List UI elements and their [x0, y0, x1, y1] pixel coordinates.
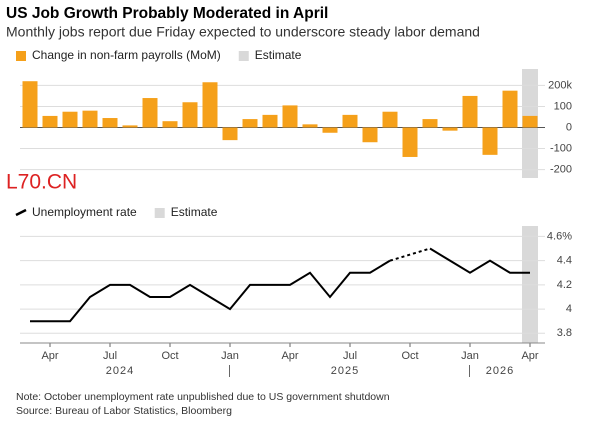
x-tick-label: Jan: [461, 350, 479, 362]
bar: [22, 81, 38, 128]
x-tick-label: Oct: [401, 350, 418, 362]
y-tick-label: -200: [550, 163, 572, 175]
bar: [242, 119, 258, 128]
y-tick-label: 4.4: [557, 255, 572, 267]
bar: [322, 127, 338, 133]
bar: [382, 111, 398, 128]
y-tick-label: 3.8: [557, 327, 572, 339]
line: [429, 247, 530, 274]
bar: [282, 105, 298, 128]
note: Note: October unemployment rate unpublis…: [16, 391, 390, 403]
x-tick-label: Oct: [161, 350, 178, 362]
bar: [162, 121, 178, 128]
bar: [342, 114, 358, 128]
bar: [502, 90, 518, 128]
bar: [182, 102, 198, 128]
bar: [422, 119, 438, 128]
watermark: L70.CN: [6, 171, 77, 194]
legend-swatch: [154, 208, 165, 218]
bar: [262, 114, 278, 128]
legend-swatch: [16, 51, 26, 61]
year-label: 2026: [486, 365, 514, 377]
y-tick-label: 0: [566, 121, 572, 133]
x-tick-label: Jul: [343, 350, 357, 362]
bar: [42, 115, 58, 128]
chart-title: US Job Growth Probably Moderated in Apri…: [6, 5, 328, 22]
bar: [82, 110, 98, 128]
bar: [362, 127, 378, 143]
y-tick-label: 4: [566, 303, 572, 315]
legend-label: Estimate: [255, 48, 302, 62]
line: [30, 259, 391, 323]
bar: [142, 98, 158, 128]
y-tick-label: 4.2: [557, 279, 572, 291]
x-tick-label: Jul: [103, 350, 117, 362]
bar: [462, 95, 478, 128]
year-label: 2024: [106, 365, 134, 377]
legend-label: Change in non-farm payrolls (MoM): [32, 48, 221, 62]
bar: [302, 124, 318, 128]
x-tick-label: Apr: [281, 350, 298, 362]
y-tick-label: -100: [550, 142, 572, 154]
bar: [62, 111, 78, 128]
bar: [402, 127, 418, 157]
y-tick-label: 200k: [548, 79, 572, 91]
x-tick-label: Jan: [221, 350, 239, 362]
bar: [102, 118, 118, 128]
bar: [222, 127, 238, 141]
chart-subtitle: Monthly jobs report due Friday expected …: [6, 24, 480, 40]
gap-bridge: [389, 247, 431, 262]
x-tick-label: Apr: [521, 350, 538, 362]
bar: [122, 125, 138, 128]
legend-label: Estimate: [171, 205, 218, 219]
x-tick-label: Apr: [41, 350, 58, 362]
source: Source: Bureau of Labor Statistics, Bloo…: [16, 405, 232, 417]
year-label: 2025: [331, 365, 359, 377]
legend-label: Unemployment rate: [32, 205, 137, 219]
bar: [482, 127, 498, 155]
bar: [202, 82, 218, 128]
bar: [522, 115, 538, 128]
y-tick-label: 100: [554, 100, 572, 112]
legend-swatch: [15, 208, 27, 217]
bar: [442, 127, 458, 131]
y-tick-label: 4.6%: [547, 230, 572, 242]
legend-swatch: [238, 51, 249, 61]
